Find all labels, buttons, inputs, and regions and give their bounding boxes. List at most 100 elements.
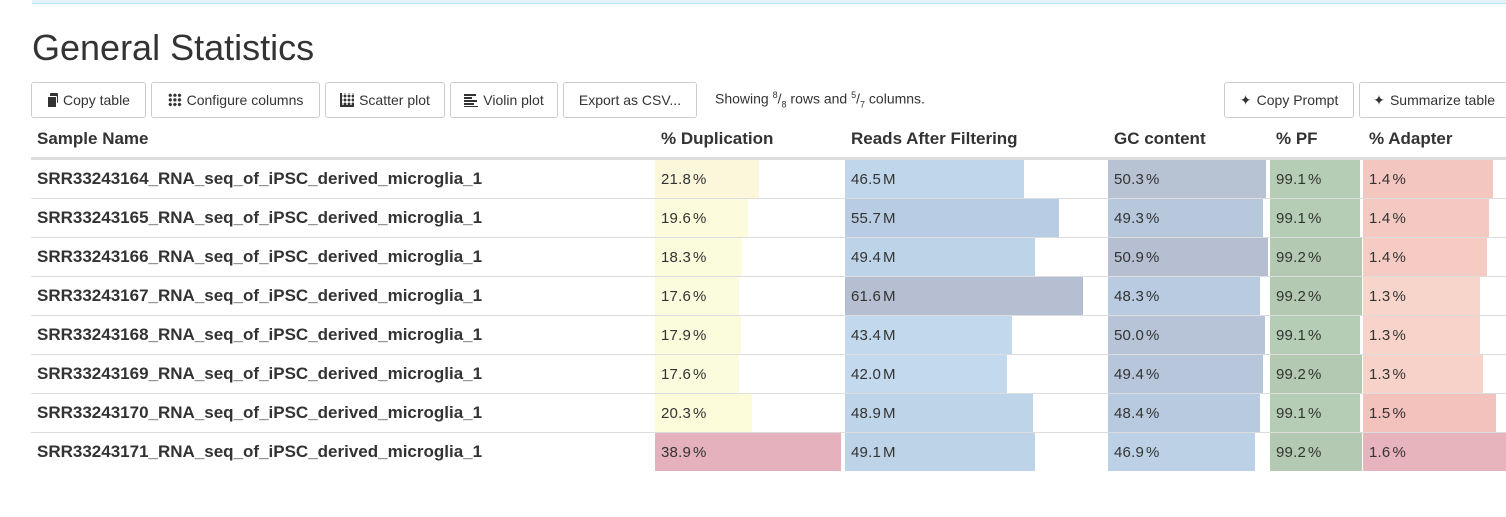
pf-value: 99.2%	[1276, 248, 1322, 266]
general-statistics-table: Sample Name % Duplication Reads After Fi…	[31, 121, 1506, 471]
adapter-value: 1.4%	[1369, 170, 1406, 188]
reads-after-filtering-cell: 48.9 M	[845, 393, 1108, 433]
header-sample-name[interactable]: Sample Name	[31, 121, 655, 160]
export-csv-button[interactable]: Export as CSV...	[563, 82, 697, 118]
violin-plot-icon	[464, 93, 479, 107]
header-adapter[interactable]: % Adapter	[1363, 121, 1506, 160]
ai-toolbar: ✦ Copy Prompt ✦ Summarize table	[1224, 82, 1506, 118]
gc-content-bar	[1108, 355, 1263, 393]
duplication-value: 21.8%	[661, 170, 707, 188]
pf-value: 99.1%	[1276, 326, 1322, 344]
pf-value: 99.2%	[1276, 443, 1322, 461]
summarize-table-label: Summarize table	[1389, 92, 1496, 108]
gc-content-cell: 50.3%	[1108, 158, 1270, 199]
gc-content-value: 49.4%	[1114, 365, 1160, 383]
pf-bar	[1270, 199, 1360, 237]
gc-content-cell: 49.4%	[1108, 354, 1270, 394]
reads-after-filtering-value: 46.5 M	[851, 170, 896, 188]
table-row: SRR33243166_RNA_seq_of_iPSC_derived_micr…	[31, 237, 1506, 277]
export-csv-label: Export as CSV...	[578, 92, 682, 108]
adapter-bar	[1363, 277, 1480, 315]
violin-plot-button[interactable]: Violin plot	[450, 82, 558, 118]
reads-after-filtering-bar	[845, 160, 1024, 198]
gc-content-cell: 46.9%	[1108, 432, 1270, 471]
configure-columns-button[interactable]: Configure columns	[151, 82, 320, 118]
table-header-row: Sample Name % Duplication Reads After Fi…	[31, 121, 1506, 160]
pf-cell: 99.1%	[1270, 198, 1363, 238]
top-info-strip	[32, 0, 1506, 4]
summarize-table-button[interactable]: ✦ Summarize table	[1359, 82, 1506, 118]
header-pf[interactable]: % PF	[1270, 121, 1363, 160]
gc-content-cell: 48.4%	[1108, 393, 1270, 433]
duplication-cell: 20.3%	[655, 393, 845, 433]
adapter-value: 1.3%	[1369, 365, 1406, 383]
copy-prompt-button[interactable]: ✦ Copy Prompt	[1224, 82, 1354, 118]
reads-after-filtering-bar	[845, 199, 1059, 237]
table-row: SRR33243165_RNA_seq_of_iPSC_derived_micr…	[31, 198, 1506, 238]
duplication-value: 19.6%	[661, 209, 707, 227]
adapter-bar	[1363, 238, 1487, 276]
adapter-cell: 1.3%	[1363, 276, 1506, 316]
reads-after-filtering-value: 43.4 M	[851, 326, 896, 344]
table-row: SRR33243169_RNA_seq_of_iPSC_derived_micr…	[31, 354, 1506, 394]
duplication-value: 17.9%	[661, 326, 707, 344]
reads-after-filtering-cell: 42.0 M	[845, 354, 1108, 394]
reads-after-filtering-value: 48.9 M	[851, 404, 896, 422]
sample-name-cell: SRR33243170_RNA_seq_of_iPSC_derived_micr…	[31, 393, 655, 433]
reads-after-filtering-cell: 55.7 M	[845, 198, 1108, 238]
gc-content-bar	[1108, 433, 1255, 471]
duplication-cell: 19.6%	[655, 198, 845, 238]
pf-bar	[1270, 160, 1360, 198]
reads-after-filtering-bar	[845, 277, 1083, 315]
rows-shown: 8	[772, 90, 778, 101]
gc-content-value: 46.9%	[1114, 443, 1160, 461]
copy-prompt-label: Copy Prompt	[1256, 92, 1339, 108]
reads-after-filtering-cell: 49.1 M	[845, 432, 1108, 471]
sample-name-cell: SRR33243171_RNA_seq_of_iPSC_derived_micr…	[31, 432, 655, 471]
duplication-bar	[655, 355, 739, 393]
sample-name-cell: SRR33243165_RNA_seq_of_iPSC_derived_micr…	[31, 198, 655, 238]
pf-value: 99.2%	[1276, 365, 1322, 383]
scatter-plot-button[interactable]: Scatter plot	[325, 82, 445, 118]
pf-cell: 99.2%	[1270, 432, 1363, 471]
adapter-value: 1.3%	[1369, 326, 1406, 344]
grid-icon	[167, 93, 182, 107]
pf-bar	[1270, 433, 1362, 471]
pf-value: 99.1%	[1276, 404, 1322, 422]
reads-after-filtering-cell: 61.6 M	[845, 276, 1108, 316]
reads-after-filtering-value: 55.7 M	[851, 209, 896, 227]
pf-cell: 99.2%	[1270, 354, 1363, 394]
duplication-bar	[655, 316, 741, 354]
duplication-value: 38.9%	[661, 443, 707, 461]
adapter-bar	[1363, 199, 1489, 237]
duplication-bar	[655, 160, 759, 198]
adapter-bar	[1363, 394, 1496, 432]
table-toolbar: Copy table Configure columns Scatter plo…	[31, 82, 925, 118]
duplication-bar	[655, 394, 752, 432]
adapter-cell: 1.4%	[1363, 198, 1506, 238]
sample-name-cell: SRR33243167_RNA_seq_of_iPSC_derived_micr…	[31, 276, 655, 316]
adapter-value: 1.6%	[1369, 443, 1406, 461]
copy-table-button[interactable]: Copy table	[31, 82, 146, 118]
copy-icon	[47, 93, 59, 108]
header-reads-after-filtering[interactable]: Reads After Filtering	[845, 121, 1108, 160]
adapter-cell: 1.3%	[1363, 315, 1506, 355]
sparkle-icon: ✦	[1239, 92, 1252, 108]
header-gc-content[interactable]: GC content	[1108, 121, 1270, 160]
pf-cell: 99.1%	[1270, 315, 1363, 355]
adapter-bar	[1363, 316, 1480, 354]
duplication-cell: 17.6%	[655, 276, 845, 316]
header-duplication[interactable]: % Duplication	[655, 121, 845, 160]
adapter-value: 1.3%	[1369, 287, 1406, 305]
adapter-cell: 1.5%	[1363, 393, 1506, 433]
scatter-plot-icon	[340, 93, 355, 107]
adapter-cell: 1.6%	[1363, 432, 1506, 471]
gc-content-bar	[1108, 199, 1263, 237]
reads-after-filtering-cell: 46.5 M	[845, 158, 1108, 199]
reads-after-filtering-bar	[845, 355, 1007, 393]
duplication-cell: 17.6%	[655, 354, 845, 394]
pf-cell: 99.2%	[1270, 237, 1363, 277]
pf-bar	[1270, 394, 1360, 432]
gc-content-cell: 50.9%	[1108, 237, 1270, 277]
adapter-value: 1.4%	[1369, 248, 1406, 266]
